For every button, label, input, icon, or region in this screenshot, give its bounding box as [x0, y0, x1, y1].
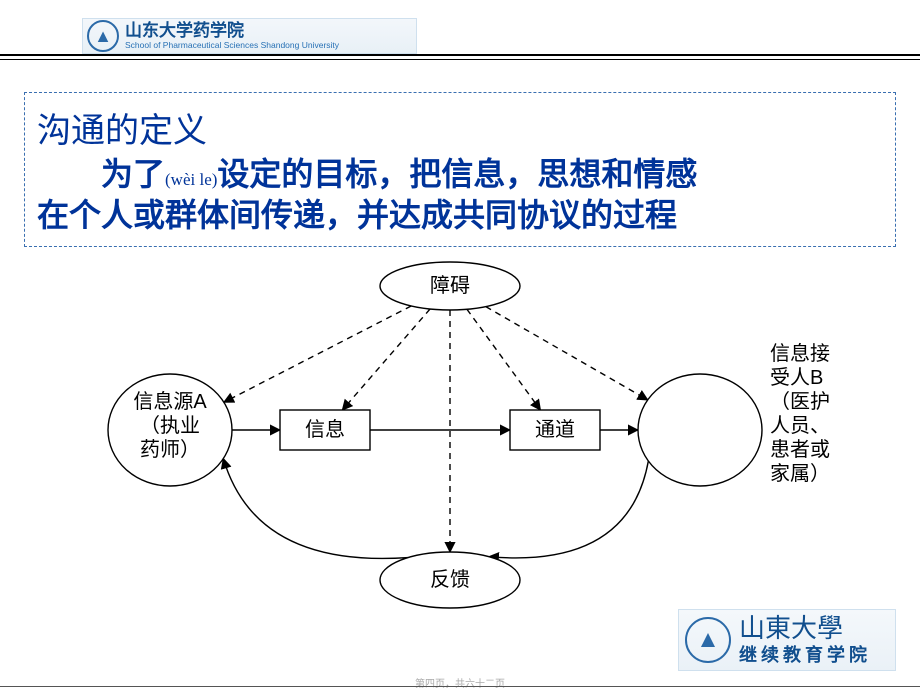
- node-label-receiverB: 信息接受人B（医护人员、患者或家属）: [770, 342, 830, 485]
- divider-top-thin: [0, 59, 920, 60]
- header-logo-cn: 山东大学药学院: [125, 22, 339, 39]
- university-seal-icon: ▲: [87, 20, 119, 52]
- node-receiverB: [638, 374, 762, 486]
- footer-logo: ▲ 山東大學 继续教育学院: [678, 609, 896, 671]
- header-logo-text: 山东大学药学院 School of Pharmaceutical Science…: [125, 22, 339, 50]
- definition-body-line1: 为了(wèi le)设定的目标，把信息，思想和情感: [37, 154, 883, 196]
- definition-title: 沟通的定义: [37, 111, 883, 154]
- node-label-channel: 通道: [535, 418, 575, 441]
- slide: ▲ 山东大学药学院 School of Pharmaceutical Scien…: [0, 0, 920, 691]
- divider-top-thick: [0, 54, 920, 56]
- header-logo-en: School of Pharmaceutical Sciences Shando…: [125, 41, 339, 50]
- definition-box: 沟通的定义 为了(wèi le)设定的目标，把信息，思想和情感 在个人或群体间传…: [24, 92, 896, 247]
- footer-seal-icon: ▲: [685, 617, 731, 663]
- edge-feedback-sourceA: [223, 459, 408, 559]
- page-note: 第四页，共六十二页: [415, 675, 505, 690]
- body-prefix: 为了: [101, 156, 165, 192]
- divider-bottom: [0, 686, 920, 687]
- body-line1-rest: 设定的目标，把信息，思想和情感: [217, 156, 697, 192]
- edge-obstacle-info: [342, 309, 430, 410]
- node-label-obstacle: 障碍: [430, 274, 470, 297]
- edge-receiverB-feedback: [489, 461, 649, 558]
- footer-logo-cn2: 继续教育学院: [739, 646, 871, 664]
- definition-body-line2: 在个人或群体间传递，并达成共同协议的过程: [37, 195, 883, 237]
- node-label-feedback: 反馈: [430, 568, 470, 591]
- footer-logo-text: 山東大學 继续教育学院: [739, 616, 871, 664]
- footer-logo-cn1: 山東大學: [739, 616, 871, 642]
- header-logo: ▲ 山东大学药学院 School of Pharmaceutical Scien…: [82, 18, 417, 54]
- node-label-info: 信息: [305, 418, 345, 441]
- body-pinyin: (wèi le): [165, 170, 217, 189]
- edge-obstacle-channel: [467, 309, 540, 410]
- node-label-sourceA: 信息源A（执业药师）: [133, 390, 207, 461]
- edge-obstacle-sourceA: [224, 306, 411, 402]
- edge-obstacle-receiverB: [486, 307, 648, 400]
